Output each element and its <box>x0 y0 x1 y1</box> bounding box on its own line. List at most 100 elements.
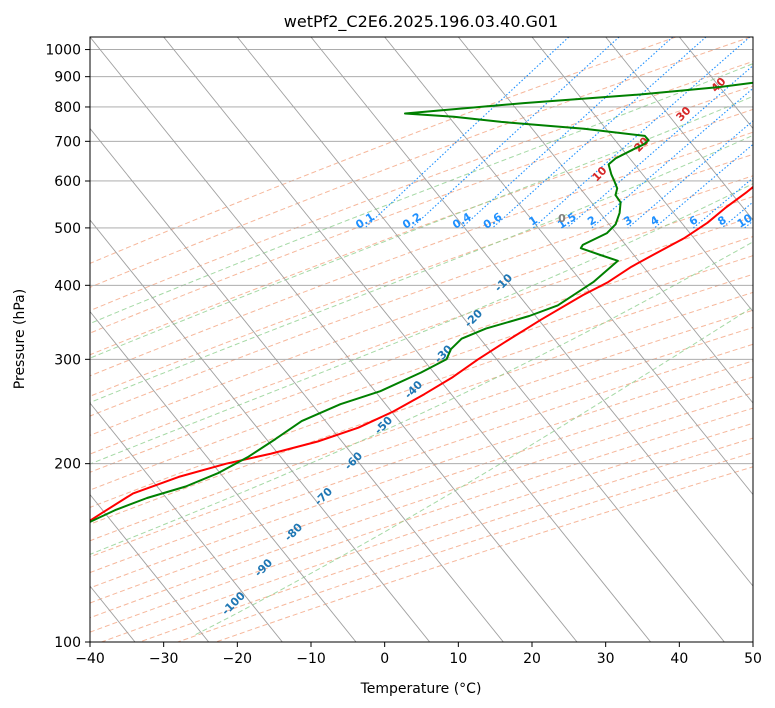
isotherm <box>90 493 210 642</box>
isotherm <box>236 37 725 642</box>
mixing-ratio-line <box>532 37 751 229</box>
dry-adiabat <box>90 108 753 356</box>
y-tick-label: 400 <box>54 278 81 294</box>
y-axis-ticks: 100 200 300 400 500 600 700 800 900 1000 <box>45 43 90 651</box>
dry-adiabat <box>90 376 753 604</box>
mixing-ratio-line <box>566 64 753 229</box>
x-tick-label: 50 <box>744 651 762 667</box>
x-tick-label: 10 <box>449 651 467 667</box>
moist-adiabat <box>90 241 753 555</box>
moist-adiabat-label: -90 <box>252 556 275 579</box>
mixing-ratio-label: 6 <box>687 213 701 228</box>
y-tick-label: 800 <box>54 100 81 116</box>
isotherm <box>457 37 753 404</box>
moist-adiabat <box>195 306 753 636</box>
lcl-label: 0 <box>558 212 566 225</box>
moist-adiabat-label: -20 <box>462 307 485 330</box>
moist-adiabat-label: -70 <box>312 485 335 508</box>
mixing-ratio-label: 4 <box>648 213 662 228</box>
y-axis-label: Pressure (hPa) <box>12 289 28 389</box>
dry-adiabat <box>90 407 753 633</box>
x-axis-label: Temperature (°C) <box>360 681 482 697</box>
dry-adiabat <box>90 343 753 574</box>
moist-adiabat <box>90 134 753 404</box>
dry-adiabat <box>90 309 753 542</box>
x-tick-label: 40 <box>670 651 688 667</box>
dry-adiabat <box>90 175 753 417</box>
isotherm <box>752 37 753 38</box>
mixing-ratio-label: 0.2 <box>400 210 423 231</box>
temperature-profile-line <box>90 185 753 522</box>
moist-adiabat <box>90 63 753 325</box>
isotherm <box>163 37 652 642</box>
dry-adiabat <box>90 153 753 397</box>
x-tick-label: −20 <box>223 651 253 667</box>
dry-adiabat <box>90 37 676 264</box>
moist-adiabat <box>90 183 753 465</box>
dewpoint-profile-line <box>90 81 753 524</box>
dry-adiabat <box>90 37 751 288</box>
isotherm <box>90 37 578 642</box>
y-tick-label: 500 <box>54 221 81 237</box>
dry-adiabat <box>215 466 753 642</box>
mixing-ratio-label: 0.4 <box>450 210 474 232</box>
mixing-ratio-label: 0.1 <box>353 210 376 231</box>
dry-adiabat <box>90 85 753 334</box>
background-lines <box>0 37 753 642</box>
dry-adiabat <box>101 422 753 642</box>
x-tick-label: −40 <box>75 651 105 667</box>
dry-adiabat <box>139 437 753 642</box>
y-tick-label: 100 <box>54 635 81 651</box>
y-tick-label: 600 <box>54 174 81 190</box>
mixing-ratio-label: 2 <box>585 213 598 228</box>
isotherm <box>310 37 753 587</box>
mixing-ratio-line <box>654 143 753 229</box>
isotherm <box>90 219 431 642</box>
mixing-ratio-line <box>411 37 620 229</box>
mixing-ratio-line <box>692 177 753 229</box>
dry-adiabat <box>90 326 753 558</box>
moist-adiabat-label: -80 <box>282 520 305 543</box>
mixing-ratio-label: 13 <box>762 211 775 230</box>
isotherm <box>0 37 61 642</box>
dry-adiabat <box>90 216 753 455</box>
isotherm <box>605 37 753 221</box>
dry-adiabat <box>90 235 753 473</box>
isotherm <box>90 310 357 642</box>
dry-adiabat <box>90 131 753 377</box>
dry-adiabat <box>90 196 753 436</box>
moist-adiabat-label: -30 <box>432 342 455 365</box>
isotherm <box>90 127 504 642</box>
mixing-ratio-line <box>492 37 707 229</box>
dry-adiabat <box>90 273 753 508</box>
plot-frame <box>89 36 754 643</box>
x-tick-label: 0 <box>380 651 389 667</box>
chart-title: wetPf2_C2E6.2025.196.03.40.G01 <box>284 12 558 32</box>
moist-adiabat-label: -10 <box>492 271 515 294</box>
y-tick-label: 300 <box>54 352 81 368</box>
y-tick-label: 1000 <box>45 43 81 59</box>
dry-adiabat <box>90 255 753 491</box>
moist-adiabat-label: -60 <box>342 449 365 472</box>
moist-adiabat-label: -100 <box>219 589 248 618</box>
moist-adiabat <box>90 95 753 359</box>
isotherm <box>531 37 753 313</box>
isotherm <box>90 402 283 642</box>
mixing-ratio-label: 10 <box>735 211 755 230</box>
x-tick-label: 30 <box>597 651 615 667</box>
dry-adiabat <box>90 360 753 589</box>
dry-adiabat <box>90 60 753 312</box>
x-tick-label: −30 <box>149 651 179 667</box>
moist-adiabat-label: -40 <box>402 378 425 401</box>
dry-adiabat <box>177 452 753 642</box>
y-tick-label: 900 <box>54 70 81 86</box>
dry-adiabat <box>90 291 753 525</box>
mixing-ratio-label: 0.6 <box>481 210 505 232</box>
x-tick-label: 20 <box>523 651 541 667</box>
mixing-ratio-line <box>364 37 570 229</box>
profile-lines <box>90 81 753 524</box>
isotherm <box>678 37 753 130</box>
x-tick-label: −10 <box>296 651 326 667</box>
y-tick-label: 700 <box>54 134 81 150</box>
